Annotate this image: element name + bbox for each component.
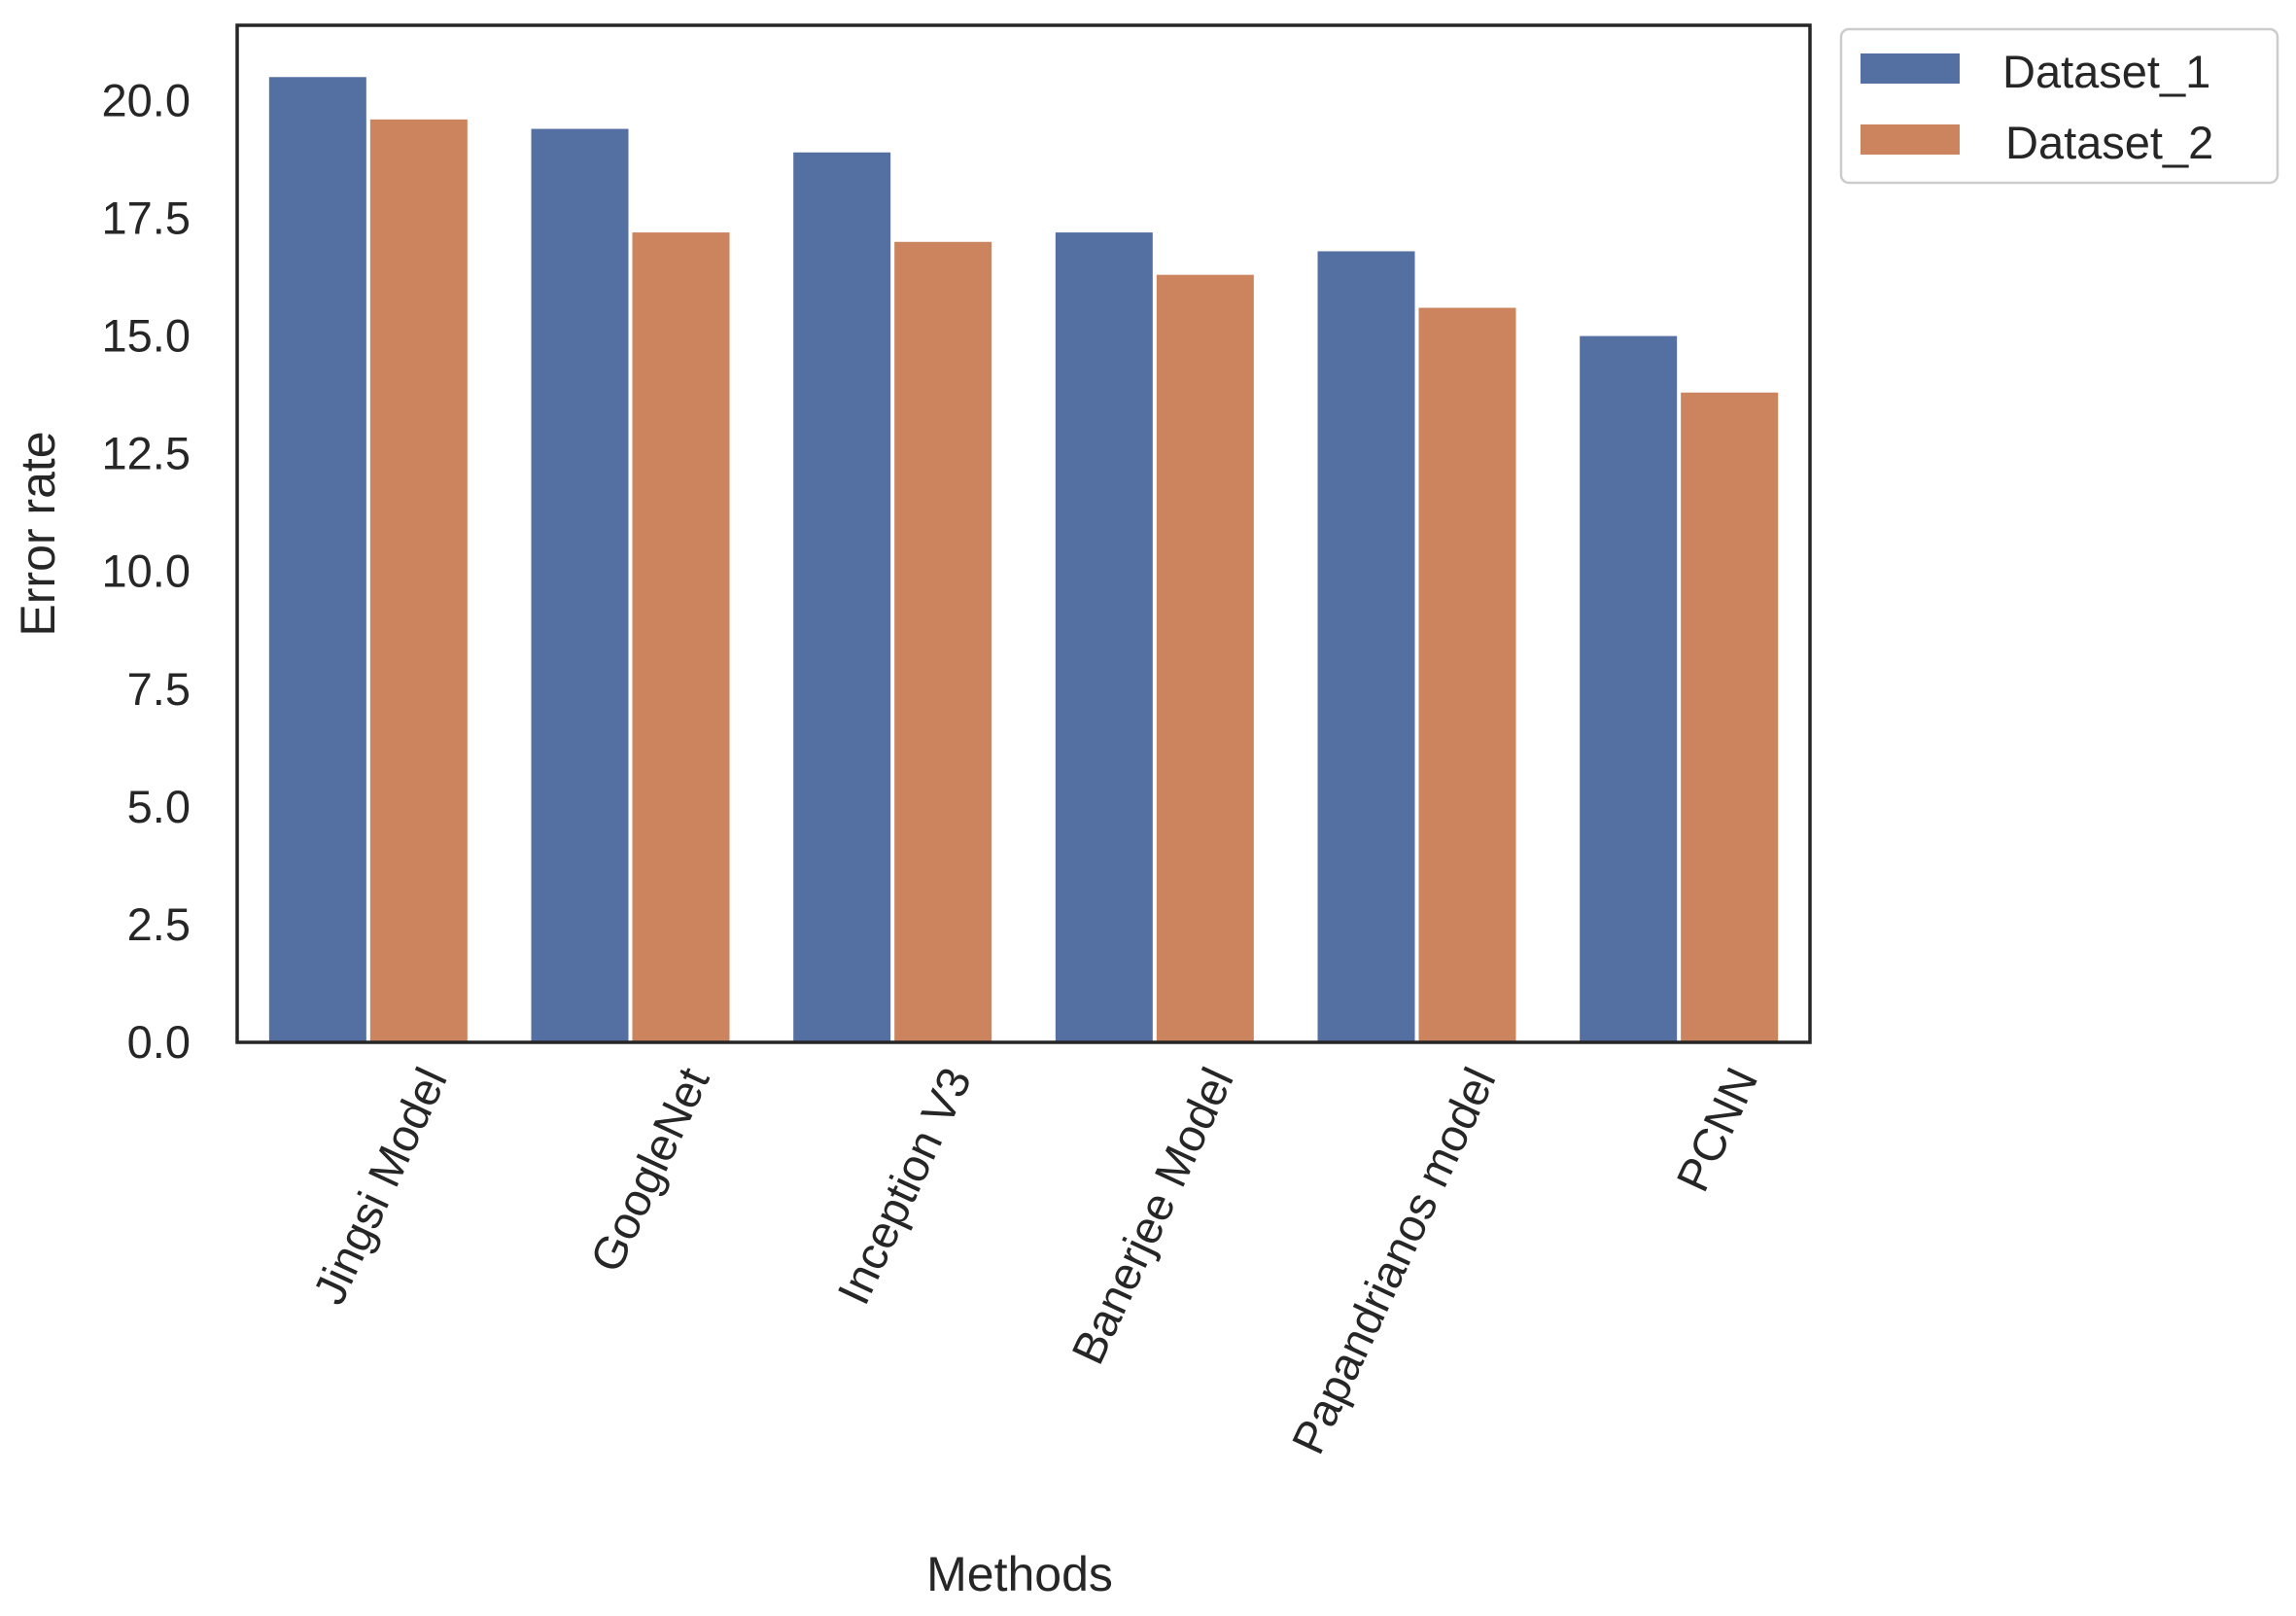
bar-dataset-1-googlenet: [531, 128, 629, 1042]
x-axis-ticks: Jingsi Model GoogleNet Inception V3 Banerje…: [302, 1060, 1767, 1461]
y-axis-title: Error rate: [11, 431, 65, 636]
y-tick-label: 5.0: [127, 781, 191, 832]
legend-label-dataset-2: Dataset_2: [2005, 117, 2213, 168]
x-tick-label-pcnn: PCNN: [1666, 1060, 1767, 1199]
y-tick-label: 0.0: [127, 1016, 191, 1068]
bar-dataset-1-banerjee-model: [1055, 232, 1153, 1042]
y-tick-label: 15.0: [102, 310, 191, 362]
x-tick-label-googlenet: GoogleNet: [580, 1060, 719, 1280]
y-axis-ticks: 0.0 2.5 5.0 7.5 10.0 12.5 15.0 17.5 20.0: [102, 74, 191, 1068]
x-tick-label-jingsi-model: Jingsi Model: [302, 1060, 456, 1312]
legend-label-dataset-1: Dataset_1: [2002, 46, 2210, 97]
legend-swatch-dataset-1: [1861, 53, 1960, 84]
bar-dataset-2-banerjee-model: [1156, 274, 1254, 1042]
bar-dataset-2-jingsi-model: [369, 119, 468, 1042]
plot-frame: [235, 23, 1812, 1044]
y-tick-label: 17.5: [102, 193, 191, 244]
bar-dataset-1-papandrianos-model: [1317, 251, 1415, 1042]
bar-dataset-2-papandrianos-model: [1418, 307, 1516, 1042]
y-tick-label: 2.5: [127, 898, 191, 950]
x-axis-title: Methods: [926, 1547, 1113, 1601]
x-tick-label-papandrianos-model: Papandrianos model: [1281, 1060, 1505, 1461]
y-tick-label: 10.0: [102, 545, 191, 597]
bars-layer: [268, 77, 1779, 1043]
x-tick-label-banerjee-model: Banerjee Model: [1061, 1060, 1243, 1372]
bar-dataset-1-pcnn: [1580, 335, 1678, 1043]
legend-swatch-dataset-2: [1861, 124, 1960, 155]
bar-dataset-1-inception-v3: [793, 152, 891, 1042]
bar-dataset-1-jingsi-model: [268, 77, 366, 1043]
y-tick-label: 12.5: [102, 428, 191, 479]
bar-dataset-2-pcnn: [1681, 392, 1779, 1042]
y-tick-label: 20.0: [102, 74, 191, 125]
x-tick-label-inception-v3: Inception V3: [827, 1060, 981, 1312]
bar-dataset-2-inception-v3: [894, 241, 992, 1042]
bar-dataset-2-googlenet: [632, 232, 730, 1042]
y-tick-label: 7.5: [127, 663, 191, 715]
legend: Dataset_1 Dataset_2: [1839, 27, 2279, 185]
